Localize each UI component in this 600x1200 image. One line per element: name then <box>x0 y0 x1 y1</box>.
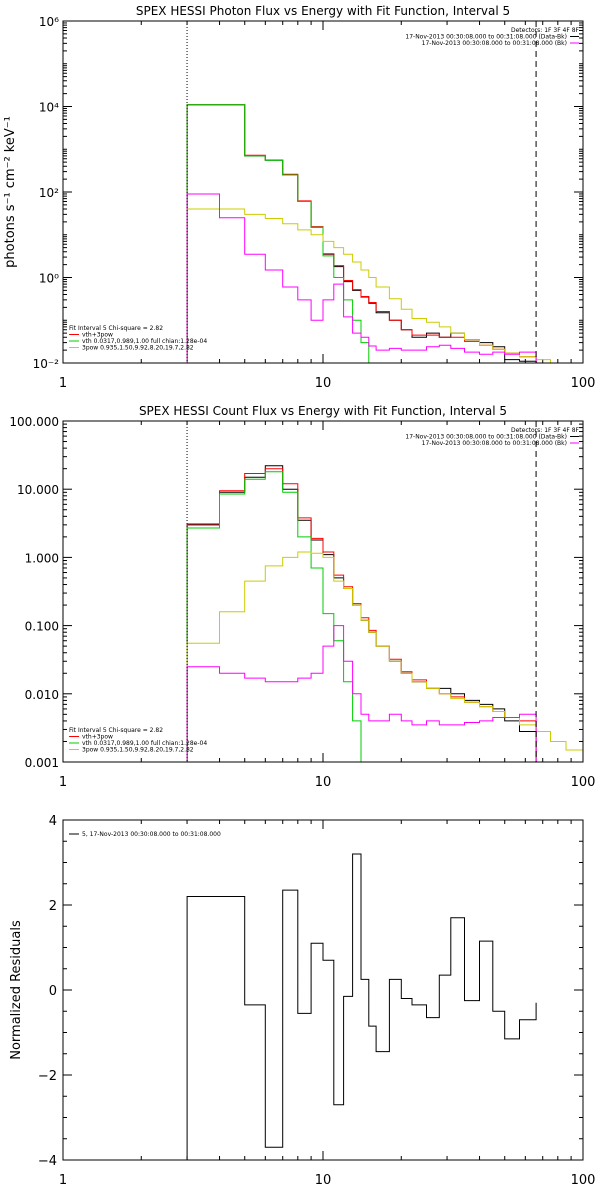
x-tick-label: 10 <box>315 775 332 790</box>
x-tick-label: 10 <box>315 1173 332 1188</box>
legend-top-entry: 17-Nov-2013 00:30:08.000 to 00:31:08.000… <box>405 34 567 41</box>
y-tick-label: 1.000 <box>25 551 59 565</box>
y-tick-label: 0.001 <box>25 756 59 770</box>
series-line-2 <box>186 104 537 363</box>
legend-top-entry: Detectors: 1F 3F 4F 8F <box>511 427 580 434</box>
y-tick-label: 10⁻² <box>33 357 60 371</box>
y-tick-label: −2 <box>38 1069 57 1084</box>
y-tick-label: 4 <box>49 814 57 829</box>
y-tick-label: 10⁰ <box>39 272 59 286</box>
series-line-3 <box>186 104 390 363</box>
y-tick-label: 2 <box>49 899 57 914</box>
y-tick-label: 0.010 <box>25 688 59 702</box>
x-tick-label: 100 <box>571 376 596 391</box>
chart-title: SPEX HESSI Count Flux vs Energy with Fit… <box>139 404 507 418</box>
y-tick-label: 10.000 <box>17 483 59 497</box>
series-line-2 <box>186 468 537 762</box>
legend-bottom-entry: vth+3pow <box>82 734 113 741</box>
plot-frame <box>62 819 584 1161</box>
y-tick-label: 0.100 <box>25 620 59 634</box>
plot-frame <box>62 420 584 763</box>
chart-panel-2: SPEX HESSI Count Flux vs Energy with Fit… <box>9 404 595 790</box>
legend-top-entry: 17-Nov-2013 00:30:08.000 to 00:31:08.000… <box>422 440 567 447</box>
series-line-1 <box>186 104 537 363</box>
x-tick-label: 100 <box>571 775 596 790</box>
legend-bottom-entry: Fit Interval 5 Chi-square = 2.82 <box>69 325 163 332</box>
x-tick-label: 1 <box>59 376 67 391</box>
series-line-3 <box>186 471 369 762</box>
y-tick-label: 0 <box>49 984 57 999</box>
legend-bottom-entry: Fit Interval 5 Chi-square = 2.82 <box>69 727 163 734</box>
legend-top-entry: 17-Nov-2013 00:30:08.000 to 00:31:08.000… <box>405 434 567 441</box>
y-tick-label: 100.000 <box>9 415 59 429</box>
legend-top-entry: 5, 17-Nov-2013 00:30:08.000 to 00:31:08.… <box>82 831 221 838</box>
x-tick-label: 1 <box>59 775 67 790</box>
series-line-5 <box>186 625 537 762</box>
y-tick-label: 10⁴ <box>39 101 59 115</box>
chart-title: SPEX HESSI Photon Flux vs Energy with Fi… <box>136 4 510 18</box>
legend-bottom-entry: vth 0.0317,0.989,1.00 full chian:1.28e-0… <box>82 740 207 747</box>
x-tick-label: 100 <box>571 1173 596 1188</box>
chart-panel-3: Normalized Residuals 1 10 100 −4 −2 0 2 4 5, 17-N… <box>9 814 595 1188</box>
legend-bottom-entry: 3pow 0.935,1.50,9.92,8.20,19.7,2.82 <box>82 345 194 352</box>
series-line-4 <box>186 208 583 363</box>
plot-frame <box>62 20 584 364</box>
chart-panel-1: SPEX HESSI Photon Flux vs Energy with Fi… <box>3 4 595 391</box>
series-line-5 <box>186 193 537 363</box>
legend-bottom-entry: 3pow 0.935,1.50,9.92,8.20,19.7,2.82 <box>82 747 194 754</box>
y-axis-label: photons s⁻¹ cm⁻² keV⁻¹ <box>3 116 18 268</box>
x-tick-label: 1 <box>59 1173 67 1188</box>
series-line-1 <box>186 853 537 1160</box>
y-axis-label: Normalized Residuals <box>9 920 24 1060</box>
y-tick-label: 10⁶ <box>39 15 59 29</box>
x-tick-label: 10 <box>315 376 332 391</box>
legend-top-entry: 17-Nov-2013 00:30:08.000 to 00:31:08.000… <box>422 40 567 47</box>
series-line-4 <box>186 551 583 762</box>
y-tick-label: −4 <box>38 1154 57 1169</box>
legend-top-entry: Detectors: 1F 3F 4F 8F <box>511 27 580 34</box>
legend-bottom-entry: vth+3pow <box>82 332 113 339</box>
legend-bottom-entry: vth 0.0317,0.989,1.00 full chian:1.28e-0… <box>82 338 207 345</box>
series-line-1 <box>186 465 537 762</box>
y-tick-label: 10² <box>39 186 59 200</box>
